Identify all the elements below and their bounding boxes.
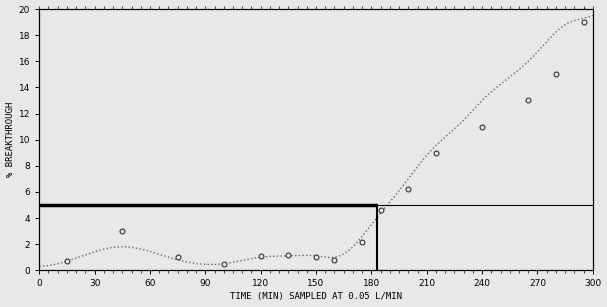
- X-axis label: TIME (MIN) SAMPLED AT 0.05 L/MIN: TIME (MIN) SAMPLED AT 0.05 L/MIN: [230, 293, 402, 301]
- Y-axis label: % BREAKTHROUGH: % BREAKTHROUGH: [5, 102, 15, 177]
